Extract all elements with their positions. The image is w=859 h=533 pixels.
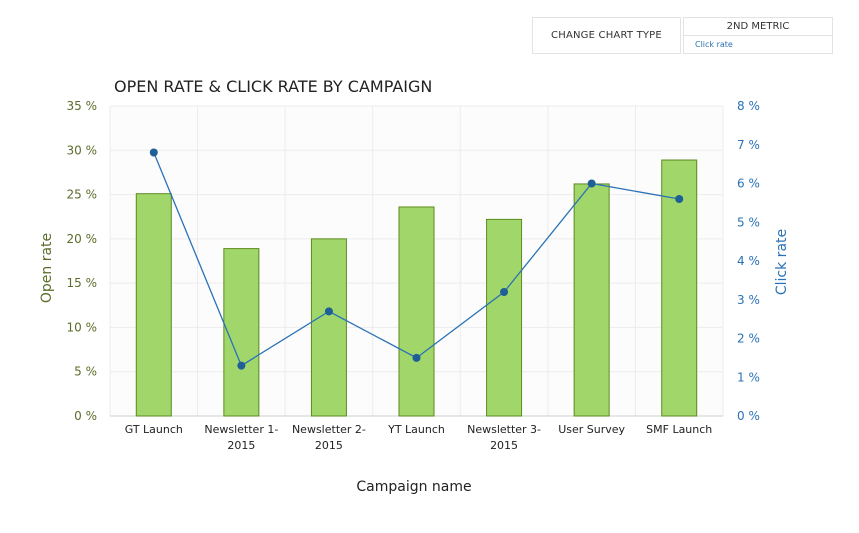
x-axis: GT Launch Newsletter 1-2015 Newsletter 2-2… bbox=[125, 423, 713, 452]
y-axis-left: 0 % 5 % 10 % 15 % 20 % 25 % 30 % 35 % bbox=[67, 99, 98, 423]
click-rate-point bbox=[237, 361, 246, 370]
y-tick-right: 8 % bbox=[737, 99, 760, 113]
y-tick-right: 6 % bbox=[737, 177, 760, 191]
bars bbox=[135, 159, 698, 417]
y-tick-left: 10 % bbox=[67, 320, 98, 334]
y-tick-right: 3 % bbox=[737, 293, 760, 307]
x-tick-label: Newsletter 1-2015 bbox=[204, 423, 278, 452]
y-tick-right: 0 % bbox=[737, 409, 760, 423]
click-rate-line bbox=[149, 148, 684, 370]
bar bbox=[135, 193, 172, 417]
second-metric-select[interactable]: Click rate bbox=[695, 40, 733, 49]
click-rate-point bbox=[675, 195, 684, 203]
bar bbox=[486, 218, 523, 417]
x-tick-label: Newsletter 2-2015 bbox=[292, 423, 366, 452]
x-tick-label: User Survey bbox=[558, 423, 625, 436]
x-axis-label: Campaign name bbox=[356, 479, 471, 495]
x-tick-label: SMF Launch bbox=[646, 423, 712, 436]
click-rate-point bbox=[149, 148, 158, 157]
y-tick-left: 15 % bbox=[67, 276, 98, 290]
y-tick-right: 4 % bbox=[737, 254, 760, 268]
x-tick-label: Newsletter 3-2015 bbox=[467, 423, 541, 452]
click-rate-point bbox=[324, 307, 333, 316]
bar bbox=[398, 206, 435, 417]
y-axis-right-label: Click rate bbox=[774, 229, 790, 295]
y-axis-right: 0 % 1 % 2 % 3 % 4 % 5 % 6 % 7 % 8 % bbox=[737, 99, 760, 423]
bar bbox=[573, 183, 610, 417]
click-rate-point bbox=[500, 288, 509, 296]
y-tick-left: 25 % bbox=[67, 188, 98, 202]
y-tick-right: 1 % bbox=[737, 370, 760, 384]
bar bbox=[223, 248, 260, 417]
y-axis-left-label: Open rate bbox=[39, 233, 55, 303]
bar bbox=[310, 238, 347, 417]
y-tick-left: 20 % bbox=[67, 232, 98, 246]
y-tick-left: 5 % bbox=[74, 365, 97, 379]
second-metric-panel: 2ND METRIC Click rate bbox=[683, 17, 833, 54]
x-tick-label: GT Launch bbox=[125, 423, 183, 436]
y-tick-right: 2 % bbox=[737, 332, 760, 346]
y-tick-right: 7 % bbox=[737, 138, 760, 152]
chart-title: OPEN RATE & CLICK RATE BY CAMPAIGN bbox=[114, 77, 432, 96]
y-tick-left: 35 % bbox=[67, 99, 98, 113]
change-chart-type-button[interactable]: CHANGE CHART TYPE bbox=[532, 17, 681, 54]
second-metric-title: 2ND METRIC bbox=[684, 18, 832, 36]
y-tick-left: 30 % bbox=[67, 143, 98, 157]
click-rate-point bbox=[412, 353, 421, 362]
x-tick-label: YT Launch bbox=[387, 423, 445, 436]
y-tick-left: 0 % bbox=[74, 409, 97, 423]
y-tick-right: 5 % bbox=[737, 215, 760, 229]
click-rate-point bbox=[587, 179, 596, 188]
